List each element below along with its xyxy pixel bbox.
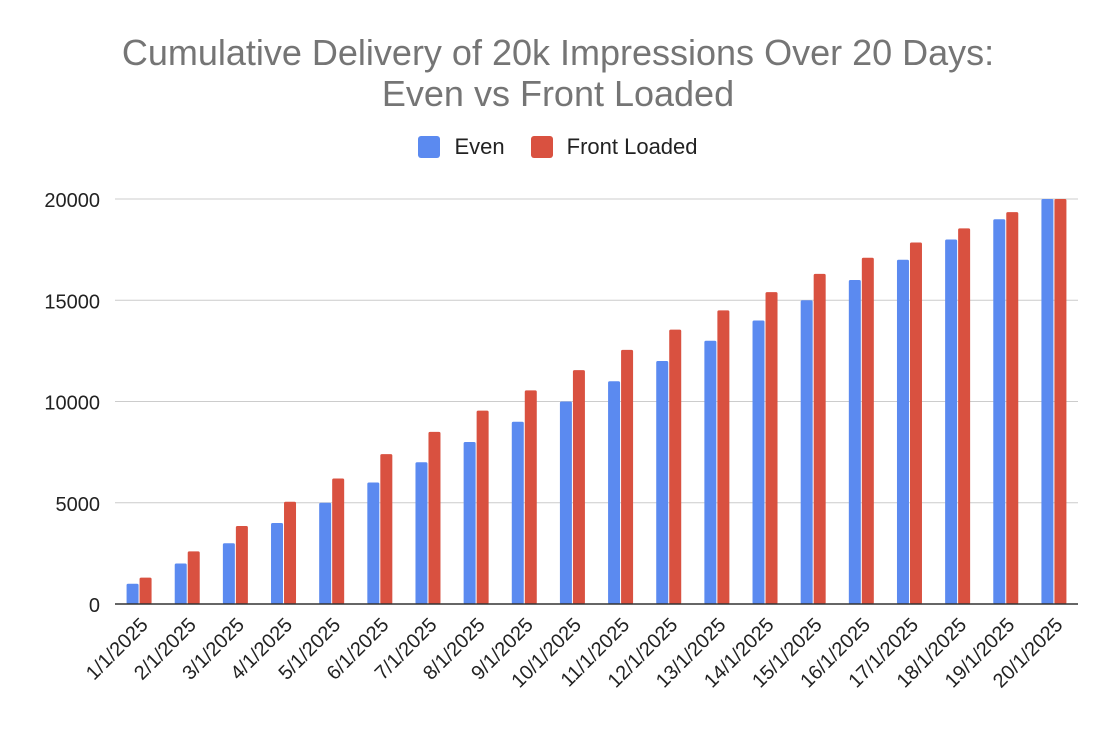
bar-even [222,543,235,604]
bar-even [174,563,187,604]
legend-item-even: Even [418,134,505,160]
bar-front-loaded [717,310,730,604]
bar-even [800,300,813,604]
legend-label-front-loaded: Front Loaded [566,134,698,159]
bar-front-loaded [958,228,971,605]
bar-even [415,462,428,604]
bar-even [608,381,621,604]
bar-even [271,523,284,604]
bar-even [945,239,958,604]
bar-even [896,259,909,604]
chart-title-line-1: Cumulative Delivery of 20k Impressions O… [121,32,995,73]
bar-even [656,361,669,604]
bar-front-loaded [765,292,778,604]
y-tick-label: 15000 [44,291,100,313]
bar-front-loaded [139,577,152,604]
bar-even [993,219,1006,604]
bar-even [319,502,332,604]
bar-front-loaded [428,431,441,604]
bar-even [367,482,380,604]
legend-swatch-even [418,136,441,158]
bar-front-loaded [813,273,826,604]
bar-front-loaded [669,329,682,604]
bar-even [848,280,861,604]
bar-front-loaded [1054,199,1067,604]
bar-front-loaded [476,410,489,604]
bar-front-loaded [909,242,922,604]
y-tick-label: 10000 [44,393,100,415]
legend-swatch-front-loaded [530,136,553,158]
bar-front-loaded [572,370,585,604]
y-tick-label: 0 [89,595,100,617]
bar-even [463,442,476,604]
bar-even [752,320,765,604]
bar-even [511,421,524,604]
bar-even [704,340,717,604]
y-tick-label: 20000 [44,190,100,212]
bar-front-loaded [235,526,248,604]
bar-even [1041,199,1054,604]
bar-front-loaded [380,454,393,604]
bar-front-loaded [621,349,634,604]
bar-front-loaded [1006,212,1019,604]
chart-title-line-2: Even vs Front Loaded [381,73,735,114]
legend-item-front-loaded: Front Loaded [530,134,698,160]
bar-front-loaded [524,390,537,604]
bar-even [559,401,572,604]
bar-even [126,583,139,604]
chart-legend: Even Front Loaded [0,134,1116,160]
y-tick-label: 5000 [56,494,101,516]
bar-front-loaded [332,478,345,604]
legend-label-even: Even [454,134,505,159]
bar-front-loaded [284,501,297,604]
bar-front-loaded [187,551,200,604]
bar-front-loaded [861,257,874,604]
